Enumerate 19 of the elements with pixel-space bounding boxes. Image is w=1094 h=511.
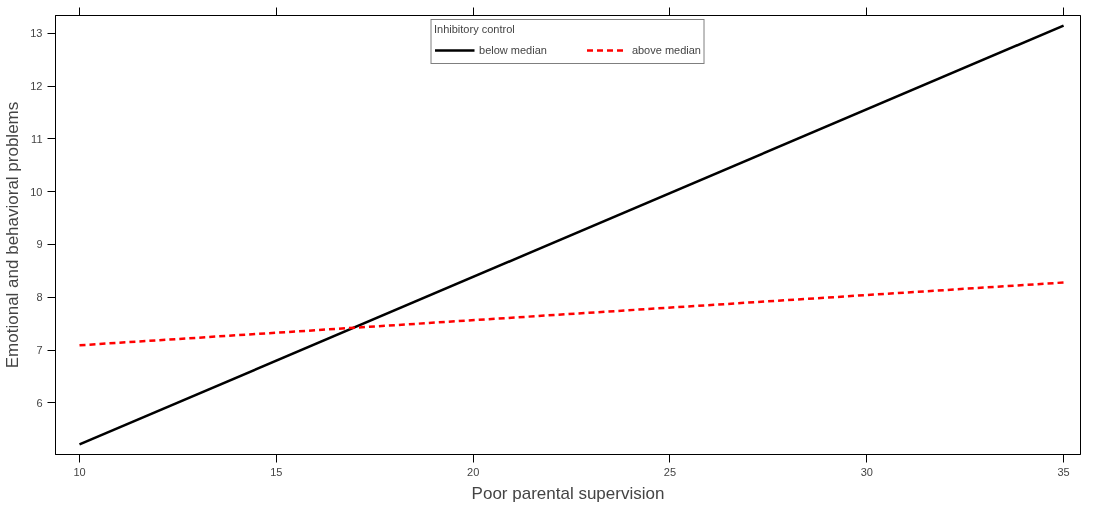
x-axis-title: Poor parental supervision (471, 483, 665, 503)
y-tick-label: 11 (31, 132, 43, 145)
legend-label: above median (631, 44, 701, 56)
legend-title: Inhibitory control (434, 23, 516, 35)
y-tick-label: 6 (36, 396, 43, 409)
x-tick-label: 35 (1057, 465, 1070, 478)
y-tick-label: 13 (30, 27, 43, 40)
y-tick-label: 9 (36, 238, 43, 251)
y-axis-title: Emotional and behavioral problems (3, 101, 23, 369)
y-tick-label: 10 (30, 185, 43, 198)
legend-label: below median (479, 44, 547, 56)
y-tick-label: 7 (36, 344, 43, 357)
x-tick-label: 30 (860, 465, 873, 478)
y-tick-label: 12 (30, 80, 43, 93)
x-tick-label: 10 (73, 465, 86, 478)
x-tick-label: 25 (663, 465, 677, 478)
x-tick-label: 20 (467, 465, 480, 478)
y-tick-label: 8 (36, 291, 43, 304)
x-tick-label: 15 (270, 465, 283, 478)
